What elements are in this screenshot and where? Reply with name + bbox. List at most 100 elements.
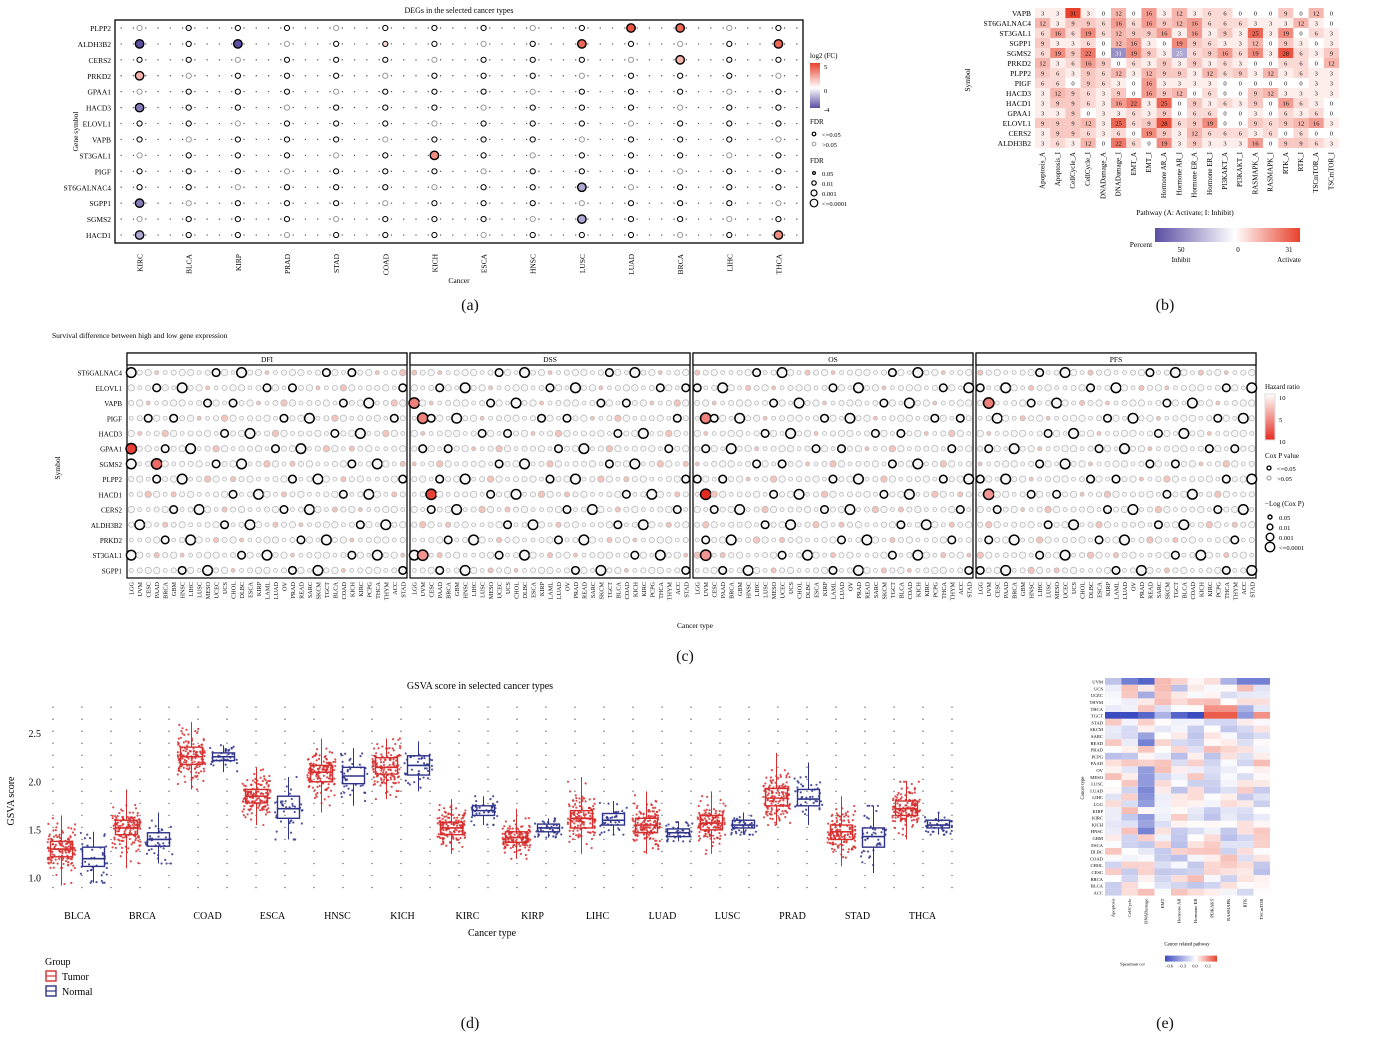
survival-point [569,382,582,394]
grid-dot [777,838,779,841]
grid-dot [710,122,712,125]
grid-dot [329,59,331,61]
heatmap-cell [1232,68,1248,78]
survival-point [522,491,527,497]
grid-dot [243,234,245,236]
survival-point [1129,491,1136,498]
grid-dot [538,218,540,220]
survival-point [479,446,485,452]
survival-point [837,429,846,438]
grid-dot [783,138,786,141]
survival-point [728,476,735,483]
grid-dot [624,138,626,141]
grid-dot [329,170,331,173]
grid-dot [648,154,651,157]
jitter-point [132,811,135,814]
cell-value: 16 [1131,41,1138,48]
grid-dot [194,138,196,141]
survival-point [581,400,587,406]
survival-point [796,370,802,376]
survival-point [1044,384,1052,392]
heatmap-cell [1035,128,1051,138]
cancer-tick-label: LAML [1114,582,1121,600]
survival-point [1053,505,1061,514]
cell-value: 3 [1056,11,1059,18]
jitter-point [219,744,223,747]
grid-dot [157,186,159,188]
grid-dot [157,122,159,125]
survival-point [1087,400,1094,407]
survival-point [1070,384,1077,391]
cancer-tick-label: LUSC [1046,582,1053,598]
grid-dot [464,234,466,236]
jitter-point [62,857,65,860]
grid-dot [139,814,141,817]
cancer-tick-label: ACC [675,582,682,595]
jitter-point [274,838,277,841]
heatmap-cell [1095,128,1111,138]
survival-point [682,445,690,453]
survival-point [897,506,904,513]
survival-point [530,507,536,512]
survival-point [672,504,682,515]
grid-dot [427,59,429,61]
grid-dot [501,27,503,29]
survival-point [720,370,726,376]
facet-label: OS [828,355,838,364]
survival-point [137,431,143,436]
survival-point [365,521,373,529]
grid-dot [169,106,171,109]
survival-point [588,460,597,468]
survival-point [796,446,802,452]
survival-point [1094,444,1104,454]
heatmap-cell [1202,88,1218,98]
survival-point [957,521,964,528]
cell-value: 3 [1071,71,1074,78]
grid-dot [690,706,692,708]
survival-point [761,384,769,392]
survival-point [985,567,992,574]
survival-point [734,412,746,424]
heatmap-cell [1111,8,1127,18]
grid-dot [427,202,429,204]
survival-point [1214,445,1222,453]
survival-point [1214,536,1221,543]
survival-point [454,385,460,391]
grid-dot [157,90,159,93]
survival-point [1000,382,1012,394]
jitter-point [252,793,255,796]
survival-point [694,567,700,573]
heatmap-cell [1217,58,1233,68]
grid-dot [603,754,605,757]
survival-point [1044,536,1052,544]
grid-dot [951,742,953,744]
cell-value: 0 [1223,91,1226,98]
grid-dot [317,90,319,93]
heatmap-cell [1263,108,1279,118]
survival-point [340,430,347,437]
heatmap-cell [1111,108,1127,118]
grid-dot [390,122,393,125]
grid-dot [734,202,737,204]
survival-point [238,445,245,452]
grid-dot [661,170,663,173]
heatmap-cell [1095,118,1111,128]
survival-point [993,521,1001,529]
survival-point [1052,489,1062,499]
survival-point [520,384,529,392]
jitter-point [119,824,122,827]
survival-point [897,414,905,422]
grid-dot [452,122,454,125]
survival-point [1019,369,1026,376]
grid-dot [400,790,402,793]
cancer-tick-label: THYM [949,582,956,601]
heatmap-cell [1323,48,1339,58]
grid-dot [501,90,503,93]
grid-dot [748,862,750,865]
deg-point [431,88,438,95]
heatmap-cell [1187,118,1203,128]
grid-dot [525,59,528,61]
grid-dot [734,122,737,125]
survival-point [771,385,777,391]
cell-value: 0 [1269,81,1272,88]
